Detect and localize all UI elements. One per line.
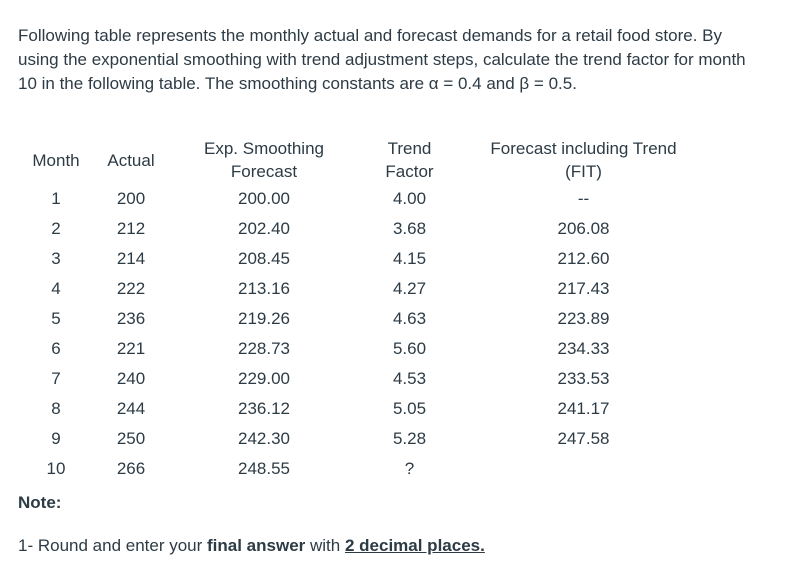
- cell-actual: 240: [116, 369, 146, 388]
- instruction-bold: final answer: [207, 536, 306, 555]
- table-row: 6 221 228.73 5.60 234.33: [16, 334, 710, 364]
- table-row: 1 200 200.00 4.00 --: [16, 184, 710, 214]
- header-trend-factor: Trend Factor: [362, 136, 457, 184]
- cell-month: 4: [51, 279, 61, 298]
- cell-trend: 5.28: [392, 429, 427, 448]
- table-header-row: Month Actual Exp. Smoothing Forecast Tre…: [16, 136, 710, 184]
- cell-exp: 213.16: [238, 279, 290, 298]
- cell-fit: 223.89: [557, 309, 610, 328]
- cell-month: 10: [46, 459, 66, 478]
- header-exp-line2: Forecast: [230, 162, 298, 181]
- cell-fit: --: [577, 189, 590, 208]
- cell-month: 2: [51, 219, 61, 238]
- cell-actual: 222: [116, 279, 146, 298]
- cell-actual: 250: [116, 429, 146, 448]
- cell-fit: 247.58: [557, 429, 610, 448]
- cell-exp: 248.55: [238, 459, 290, 478]
- cell-month: 1: [51, 189, 61, 208]
- cell-trend: 4.27: [392, 279, 427, 298]
- forecast-table: Month Actual Exp. Smoothing Forecast Tre…: [16, 136, 710, 484]
- cell-trend: 5.60: [392, 339, 427, 358]
- header-month: Month: [32, 150, 80, 170]
- header-fit-line2: (FIT): [565, 162, 602, 181]
- cell-month: 3: [51, 249, 61, 268]
- cell-exp: 200.00: [238, 189, 290, 208]
- cell-month: 7: [51, 369, 61, 388]
- cell-exp: 208.45: [238, 249, 290, 268]
- cell-fit: 234.33: [557, 339, 610, 358]
- table-row: 8 244 236.12 5.05 241.17: [16, 394, 710, 424]
- question-text: Following table represents the monthly a…: [18, 26, 746, 93]
- cell-trend: 4.15: [392, 249, 427, 268]
- instruction-middle: with: [305, 536, 345, 555]
- instruction-text: 1- Round and enter your final answer wit…: [18, 536, 485, 556]
- cell-month: 6: [51, 339, 61, 358]
- table-row: 4 222 213.16 4.27 217.43: [16, 274, 710, 304]
- header-fit-line1: Forecast including Trend: [490, 139, 677, 158]
- cell-actual: 266: [116, 459, 146, 478]
- cell-trend: 3.68: [392, 219, 427, 238]
- cell-actual: 200: [116, 189, 146, 208]
- cell-fit: [457, 454, 710, 484]
- header-trend-line1: Trend: [387, 139, 432, 158]
- table-row: 2 212 202.40 3.68 206.08: [16, 214, 710, 244]
- cell-fit: 217.43: [557, 279, 610, 298]
- cell-exp: 202.40: [238, 219, 290, 238]
- instruction-prefix: 1- Round and enter your: [18, 536, 208, 555]
- header-exp-line1: Exp. Smoothing: [203, 139, 324, 158]
- cell-actual: 221: [116, 339, 146, 358]
- cell-month: 9: [51, 429, 61, 448]
- note-label: Note:: [18, 493, 62, 512]
- cell-month: 5: [51, 309, 61, 328]
- cell-trend: ?: [404, 459, 415, 478]
- table-row: 3 214 208.45 4.15 212.60: [16, 244, 710, 274]
- table-row: 5 236 219.26 4.63 223.89: [16, 304, 710, 334]
- cell-actual: 236: [116, 309, 146, 328]
- cell-actual: 244: [116, 399, 146, 418]
- header-actual: Actual: [107, 150, 155, 170]
- instruction-underlined: 2 decimal places.: [344, 536, 485, 555]
- header-exp-smoothing: Exp. Smoothing Forecast: [166, 136, 362, 184]
- table-body: 1 200 200.00 4.00 -- 2 212 202.40 3.68 206.08 3 214…: [16, 184, 710, 484]
- cell-trend: 4.63: [392, 309, 427, 328]
- cell-month: 8: [51, 399, 61, 418]
- cell-fit: 206.08: [557, 219, 610, 238]
- cell-actual: 214: [116, 249, 146, 268]
- cell-exp: 229.00: [238, 369, 290, 388]
- cell-fit: 233.53: [557, 369, 610, 388]
- cell-exp: 242.30: [238, 429, 290, 448]
- cell-actual: 212: [116, 219, 146, 238]
- header-fit: Forecast including Trend (FIT): [457, 136, 710, 184]
- table-row: 9 250 242.30 5.28 247.58: [16, 424, 710, 454]
- cell-exp: 228.73: [238, 339, 290, 358]
- cell-exp: 219.26: [238, 309, 290, 328]
- cell-fit: 212.60: [557, 249, 610, 268]
- header-trend-line2: Factor: [385, 162, 434, 181]
- cell-fit: 241.17: [557, 399, 610, 418]
- table-row: 7 240 229.00 4.53 233.53: [16, 364, 710, 394]
- cell-exp: 236.12: [238, 399, 290, 418]
- cell-trend: 4.00: [392, 189, 427, 208]
- cell-trend: 5.05: [392, 399, 427, 418]
- cell-trend: 4.53: [392, 369, 427, 388]
- table-row: 10 266 248.55?: [16, 454, 710, 484]
